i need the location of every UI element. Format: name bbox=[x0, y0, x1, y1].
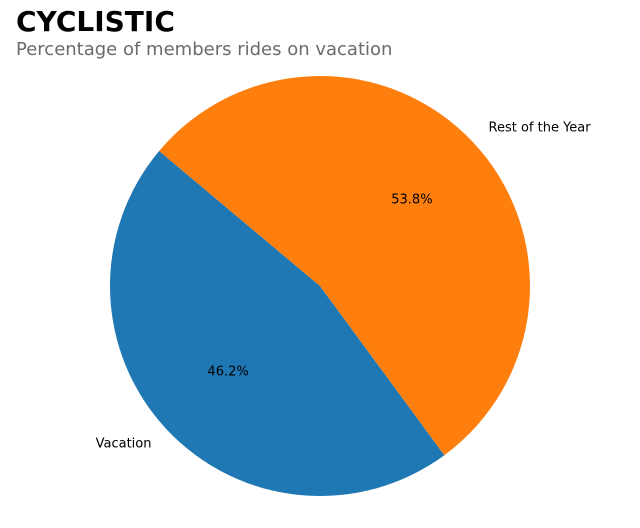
pct-label-rest-of-the-year: 53.8% bbox=[391, 192, 432, 207]
pie-slice-rest-of-the-year bbox=[159, 76, 530, 456]
slice-label-rest-of-the-year: Rest of the Year bbox=[489, 120, 592, 135]
pie-slice-vacation bbox=[109, 151, 445, 497]
slice-label-vacation: Vacation bbox=[96, 437, 152, 452]
pct-label-vacation: 46.2% bbox=[207, 365, 248, 380]
chart-subtitle: Percentage of members rides on vacation bbox=[16, 39, 393, 60]
chart-title: CYCLISTIC bbox=[16, 5, 175, 38]
